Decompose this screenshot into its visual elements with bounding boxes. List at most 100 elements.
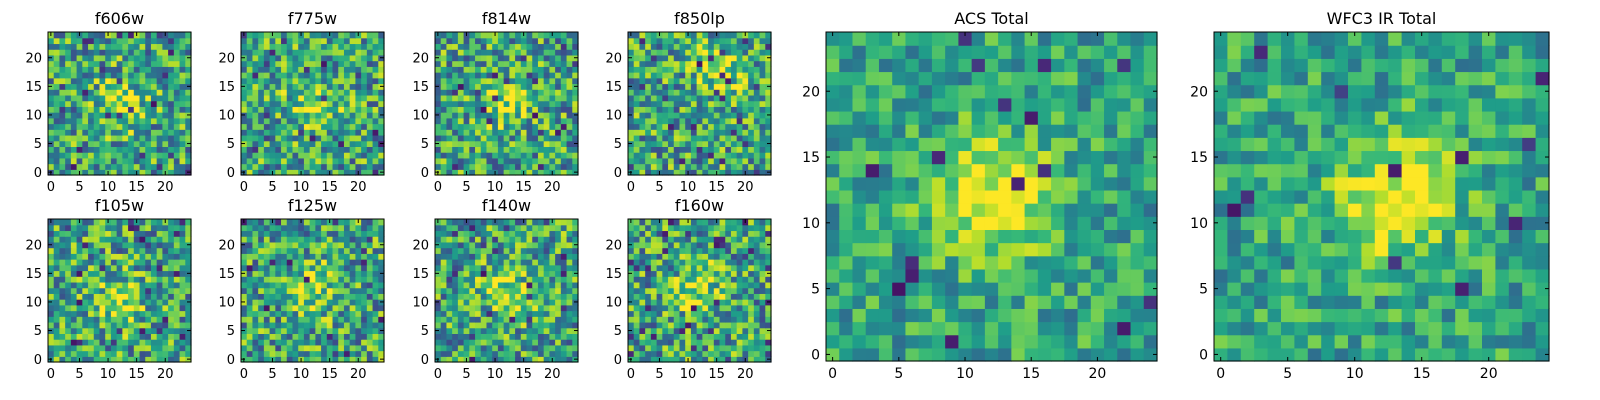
heatmap-cell [298,259,305,266]
heatmap-cell [515,219,522,226]
heatmap-cell [628,304,635,312]
heatmap-cell [526,100,533,107]
heatmap-cell [753,89,761,96]
heatmap-cell [252,146,259,153]
heatmap-cell [486,152,493,159]
heatmap-cell [526,339,533,346]
heatmap-cell [372,169,379,176]
heatmap-cell [475,100,482,107]
heatmap-cell [520,49,528,56]
heatmap-cell [639,339,646,346]
heatmap-cell [59,152,66,159]
heatmap-cell [93,281,101,289]
heatmap-cell [70,134,78,142]
heatmap-cell [252,72,259,79]
heatmap-cell [326,77,334,85]
heatmap-cell [99,276,106,283]
heatmap-cell [139,230,146,237]
heatmap-cell [139,123,146,130]
heatmap-cell [378,66,385,73]
heatmap-cell [480,236,488,243]
heatmap-cell [48,259,55,266]
heatmap-cell [725,60,732,67]
heatmap-cell [650,66,658,73]
heatmap-cell [309,299,316,306]
heatmap-cell [748,299,755,306]
heatmap-cell [269,89,276,96]
heatmap-cell [492,94,499,102]
heatmap-cell [492,163,499,170]
heatmap-cell [133,259,141,266]
heatmap-cell [372,259,379,266]
heatmap-cell [566,117,573,125]
heatmap-cell [361,89,368,96]
heatmap-cell [252,299,259,306]
heatmap-cell [748,123,755,130]
heatmap-cell [685,134,692,142]
heatmap-cell [532,287,539,294]
heatmap-cell [463,321,470,329]
heatmap-cell [492,247,499,254]
heatmap-cell [99,219,106,226]
heatmap-cell [509,60,516,67]
heatmap-cell [702,83,709,90]
heatmap-cell [566,37,573,45]
heatmap-cell [560,270,568,277]
heatmap-cell [116,287,123,294]
heatmap-cell [145,37,152,45]
heatmap-cell [116,60,123,67]
heatmap-cell [725,106,732,113]
heatmap-cell [679,54,686,62]
heatmap-cell [263,321,271,329]
heatmap-cell [361,339,368,346]
heatmap-cell [139,264,146,272]
heatmap-cell [82,100,89,107]
heatmap-cell [110,43,118,50]
heatmap-cell [492,287,499,294]
heatmap-cell [309,117,316,125]
heatmap-cell [730,49,738,56]
heatmap-cell [633,49,641,56]
heatmap-cell [492,264,499,272]
heatmap-cell [526,106,533,113]
heatmap-cell [515,339,522,346]
heatmap-cell [88,140,95,147]
heatmap-cell [162,224,169,232]
heatmap-cell [338,339,345,346]
heatmap-cell [702,117,709,125]
heatmap-cell [246,60,254,67]
heatmap-cell [503,219,510,226]
heatmap-cell [88,276,95,283]
heatmap-cell [668,60,675,67]
heatmap-cell [59,264,66,272]
heatmap-cell [156,94,163,102]
heatmap-cell [452,94,459,102]
heatmap-cell [480,72,488,79]
heatmap-cell [269,112,276,119]
heatmap-cell [349,230,356,237]
heatmap-cell [673,66,681,73]
heatmap-cell [748,152,755,159]
heatmap-cell [281,230,288,237]
heatmap-cell [150,316,158,323]
heatmap-cell [457,299,465,306]
heatmap-cell [486,77,493,85]
heatmap-cell [133,37,141,45]
heatmap-cell [326,37,334,45]
heatmap-cell [82,37,89,45]
heatmap-cell [321,293,328,300]
heatmap-cell [99,37,106,45]
heatmap-cell [309,100,316,107]
heatmap-cell [730,293,738,300]
heatmap-cell [145,224,152,232]
heatmap-cell [503,123,510,130]
heatmap-cell [82,224,89,232]
heatmap-cell [645,129,652,136]
heatmap-cell [168,264,175,272]
heatmap-cell [572,247,579,254]
heatmap-cell [452,219,459,226]
heatmap-cell [526,276,533,283]
heatmap-cell [537,117,545,125]
heatmap-cell [480,270,488,277]
